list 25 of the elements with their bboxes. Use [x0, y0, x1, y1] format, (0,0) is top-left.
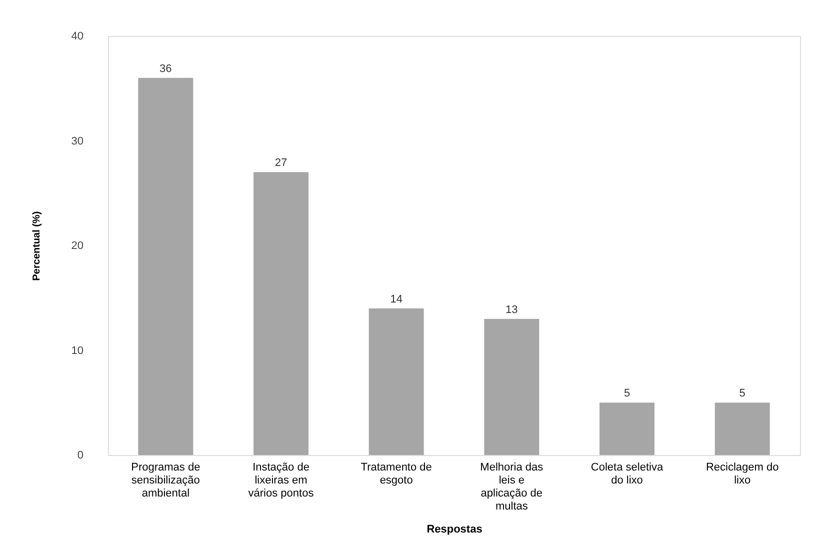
y-axis-title: Percentual (%)	[31, 211, 42, 281]
data-label: 5	[624, 388, 630, 400]
x-tick-label: Programas de sensibilização ambiental	[131, 462, 200, 500]
x-tick-label: Coleta seletiva do lixo	[590, 462, 664, 486]
bar	[254, 172, 308, 455]
x-tick-label: Tratamento de esgoto	[360, 462, 432, 486]
data-label: 5	[739, 388, 746, 400]
bar	[138, 78, 194, 455]
y-tick-label: 10	[71, 344, 84, 357]
y-tick-label: 20	[71, 240, 84, 252]
data-label: 13	[506, 304, 518, 316]
x-axis-title: Respostas	[426, 524, 482, 536]
bar	[600, 402, 654, 455]
y-tick-label: 40	[71, 30, 84, 42]
x-tick-label: Melhoria das leis e aplicação de multas	[480, 462, 544, 512]
bar	[714, 402, 770, 455]
x-tick-label: Instação de lixeiras em vários pontos	[248, 462, 314, 500]
y-tick-label: 30	[71, 135, 84, 148]
bar	[484, 318, 540, 455]
data-label: 27	[274, 157, 288, 170]
data-label: 36	[160, 62, 172, 75]
data-label: 14	[390, 293, 402, 306]
x-tick-label: Reciclagem do lixo	[706, 462, 779, 486]
bar	[368, 308, 424, 455]
y-tick-label: 0	[77, 450, 84, 462]
